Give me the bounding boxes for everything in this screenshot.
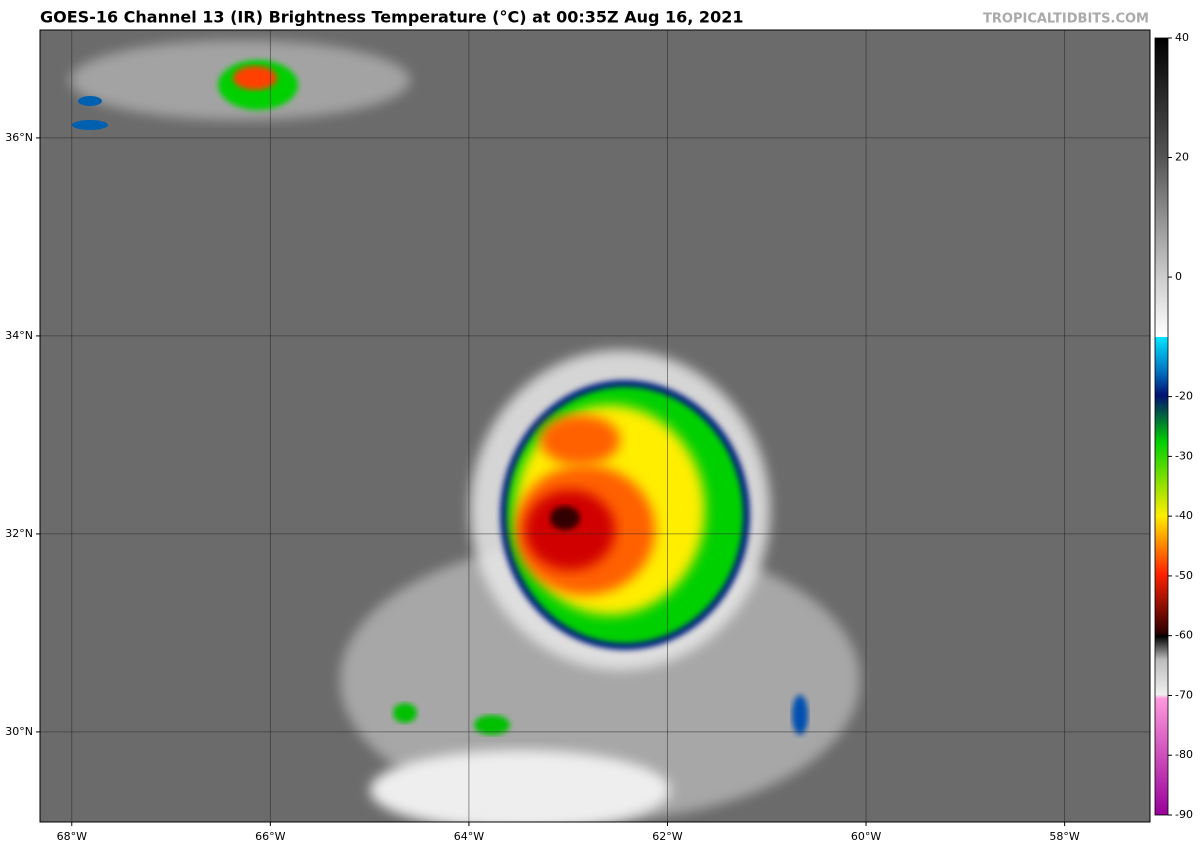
colorbar-tick-label: -70	[1175, 688, 1193, 701]
map-frame	[39, 29, 1151, 823]
watermark: TROPICALTIDBITS.COM	[983, 12, 1149, 27]
x-tick-label: 60°W	[851, 830, 881, 843]
y-tick-label: 30°N	[5, 725, 33, 738]
y-tick-label: 32°N	[5, 527, 33, 540]
satellite-image	[40, 30, 1150, 822]
x-tick-label: 64°W	[454, 830, 484, 843]
colorbar-tick-label: 0	[1175, 270, 1182, 283]
colorbar-tick-label: -20	[1175, 390, 1193, 403]
colorbar-tick-label: -80	[1175, 748, 1193, 761]
colorbar-tick-label: -60	[1175, 629, 1193, 642]
x-tick-label: 58°W	[1049, 830, 1079, 843]
x-tick-label: 62°W	[652, 830, 682, 843]
title: GOES-16 Channel 13 (IR) Brightness Tempe…	[40, 8, 743, 27]
colorbar	[1154, 37, 1169, 816]
colorbar-tick-label: 40	[1175, 31, 1189, 44]
colorbar-tick-label: -50	[1175, 569, 1193, 582]
x-tick-label: 66°W	[255, 830, 285, 843]
colorbar-tick-label: -40	[1175, 509, 1193, 522]
x-tick-label: 68°W	[57, 830, 87, 843]
colorbar-tick-label: -30	[1175, 449, 1193, 462]
colorbar-tick-label: 20	[1175, 151, 1189, 164]
y-tick-label: 36°N	[5, 131, 33, 144]
y-tick-label: 34°N	[5, 329, 33, 342]
colorbar-tick-label: -90	[1175, 808, 1193, 821]
graticule	[40, 30, 1150, 822]
